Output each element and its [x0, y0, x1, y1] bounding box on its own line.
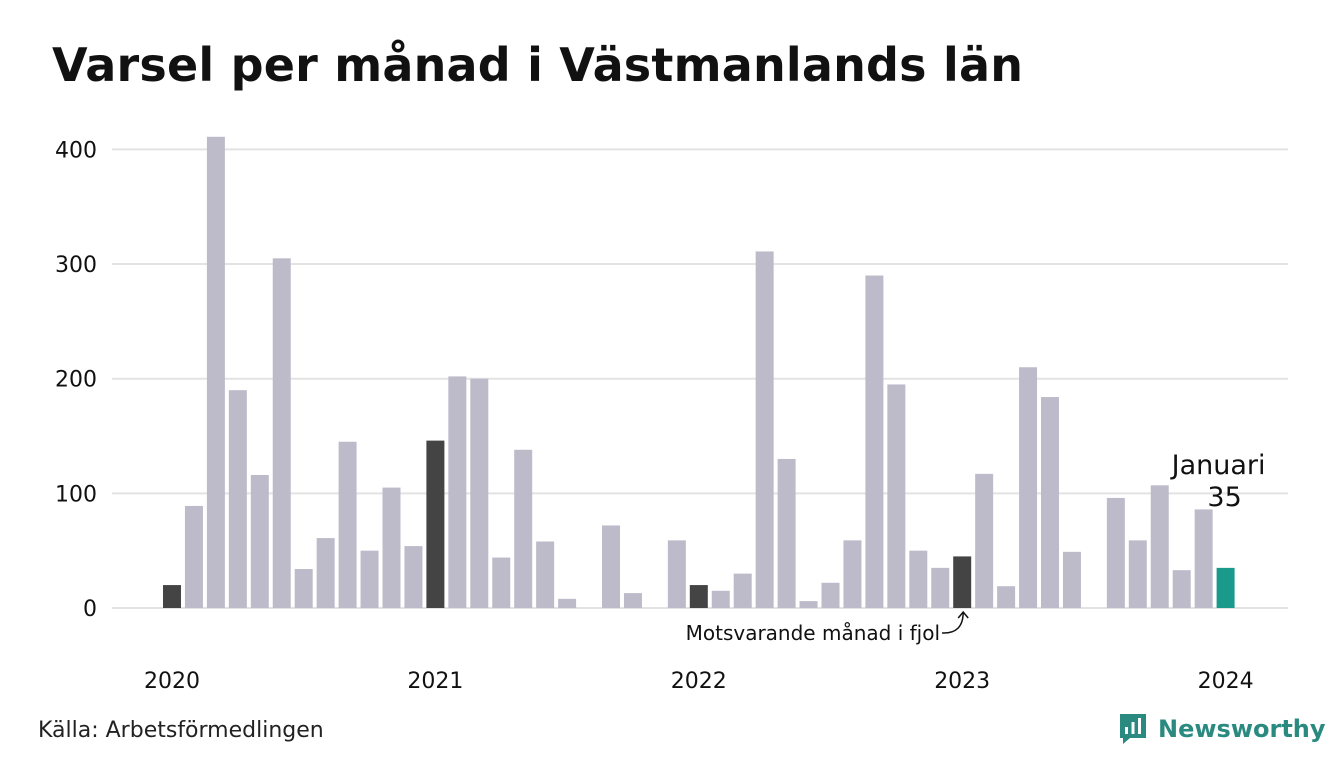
chart-title: Varsel per månad i Västmanlands län	[52, 38, 1024, 92]
bar-2020-04	[228, 390, 247, 608]
bar-2020-09	[338, 441, 357, 608]
bar-2020-12	[404, 546, 423, 608]
source-text: Källa: Arbetsförmedlingen	[38, 718, 324, 743]
bar-2022-04	[755, 251, 774, 608]
bar-2020-03	[206, 136, 225, 608]
bar-2020-10	[360, 550, 379, 608]
x-axis-ticks: 2020 2021 2022 2023 2024	[144, 669, 1254, 694]
y-tick-label: 200	[55, 368, 97, 393]
bar-2022-05	[777, 458, 796, 608]
bar-2022-03	[733, 573, 752, 608]
bar-2021-06	[536, 541, 555, 608]
brand-name: Newsworthy	[1158, 715, 1326, 743]
bar-2023-03	[997, 586, 1016, 608]
comparison-arrow	[941, 611, 964, 634]
bar-2020-08	[316, 538, 335, 608]
bar-2023-08	[1106, 497, 1125, 608]
bar-2021-03	[470, 378, 489, 608]
bar-2022-09	[865, 275, 884, 608]
bar-2020-01	[163, 585, 181, 608]
bar-2023-06	[1062, 551, 1081, 608]
bar-2021-05	[514, 449, 533, 608]
bar-2021-07	[558, 598, 577, 608]
y-tick-label: 0	[83, 597, 97, 622]
bar-2022-12	[931, 567, 950, 608]
bar-2020-07	[294, 569, 313, 608]
y-tick-label: 400	[55, 138, 97, 163]
bar-2023-05	[1041, 397, 1059, 608]
comparison-label: Motsvarande månad i fjol	[686, 621, 940, 645]
bar-2023-12	[1194, 509, 1213, 608]
x-tick-label: 2022	[671, 669, 727, 694]
bar-2021-04	[492, 557, 511, 608]
bar-2023-04	[1019, 367, 1038, 608]
newsworthy-logo-icon	[1120, 714, 1146, 744]
bar-2021-01	[426, 440, 445, 608]
current-value-label: 35	[1207, 482, 1241, 513]
bar-2024-01	[1216, 567, 1235, 608]
bar-2021-12	[667, 540, 686, 608]
bar-2022-11	[909, 550, 928, 608]
bar-2022-10	[887, 384, 906, 608]
comparison-arrowhead	[957, 610, 969, 619]
bar-2020-02	[184, 505, 203, 608]
bar-2022-07	[821, 582, 840, 608]
bar-2023-02	[975, 473, 994, 608]
bar-2020-06	[272, 258, 291, 608]
bars	[163, 136, 1235, 608]
bar-2022-02	[711, 590, 730, 608]
x-tick-label: 2020	[144, 669, 200, 694]
bar-2022-08	[843, 540, 862, 608]
x-tick-label: 2024	[1198, 669, 1254, 694]
bar-2023-01	[953, 556, 972, 608]
bar-2022-01	[689, 585, 708, 608]
annotations: Januari 35 Motsvarande månad i fjol	[686, 450, 1266, 645]
x-tick-label: 2023	[934, 669, 990, 694]
bar-2021-09	[602, 525, 620, 608]
bar-2022-06	[799, 601, 818, 608]
bar-2023-11	[1172, 570, 1191, 608]
bar-2020-05	[250, 475, 269, 608]
bar-2023-10	[1150, 485, 1169, 608]
x-tick-label: 2021	[407, 669, 463, 694]
bar-2021-02	[448, 376, 467, 608]
bar-2023-09	[1128, 540, 1147, 608]
y-tick-label: 100	[55, 482, 97, 507]
current-month-label: Januari	[1170, 450, 1266, 481]
brand-logo: Newsworthy	[1118, 712, 1326, 746]
y-tick-label: 300	[55, 253, 97, 278]
y-axis-ticks: 0 100 200 300 400	[55, 138, 97, 622]
bar-2020-11	[382, 487, 401, 608]
bar-2021-10	[623, 593, 642, 608]
